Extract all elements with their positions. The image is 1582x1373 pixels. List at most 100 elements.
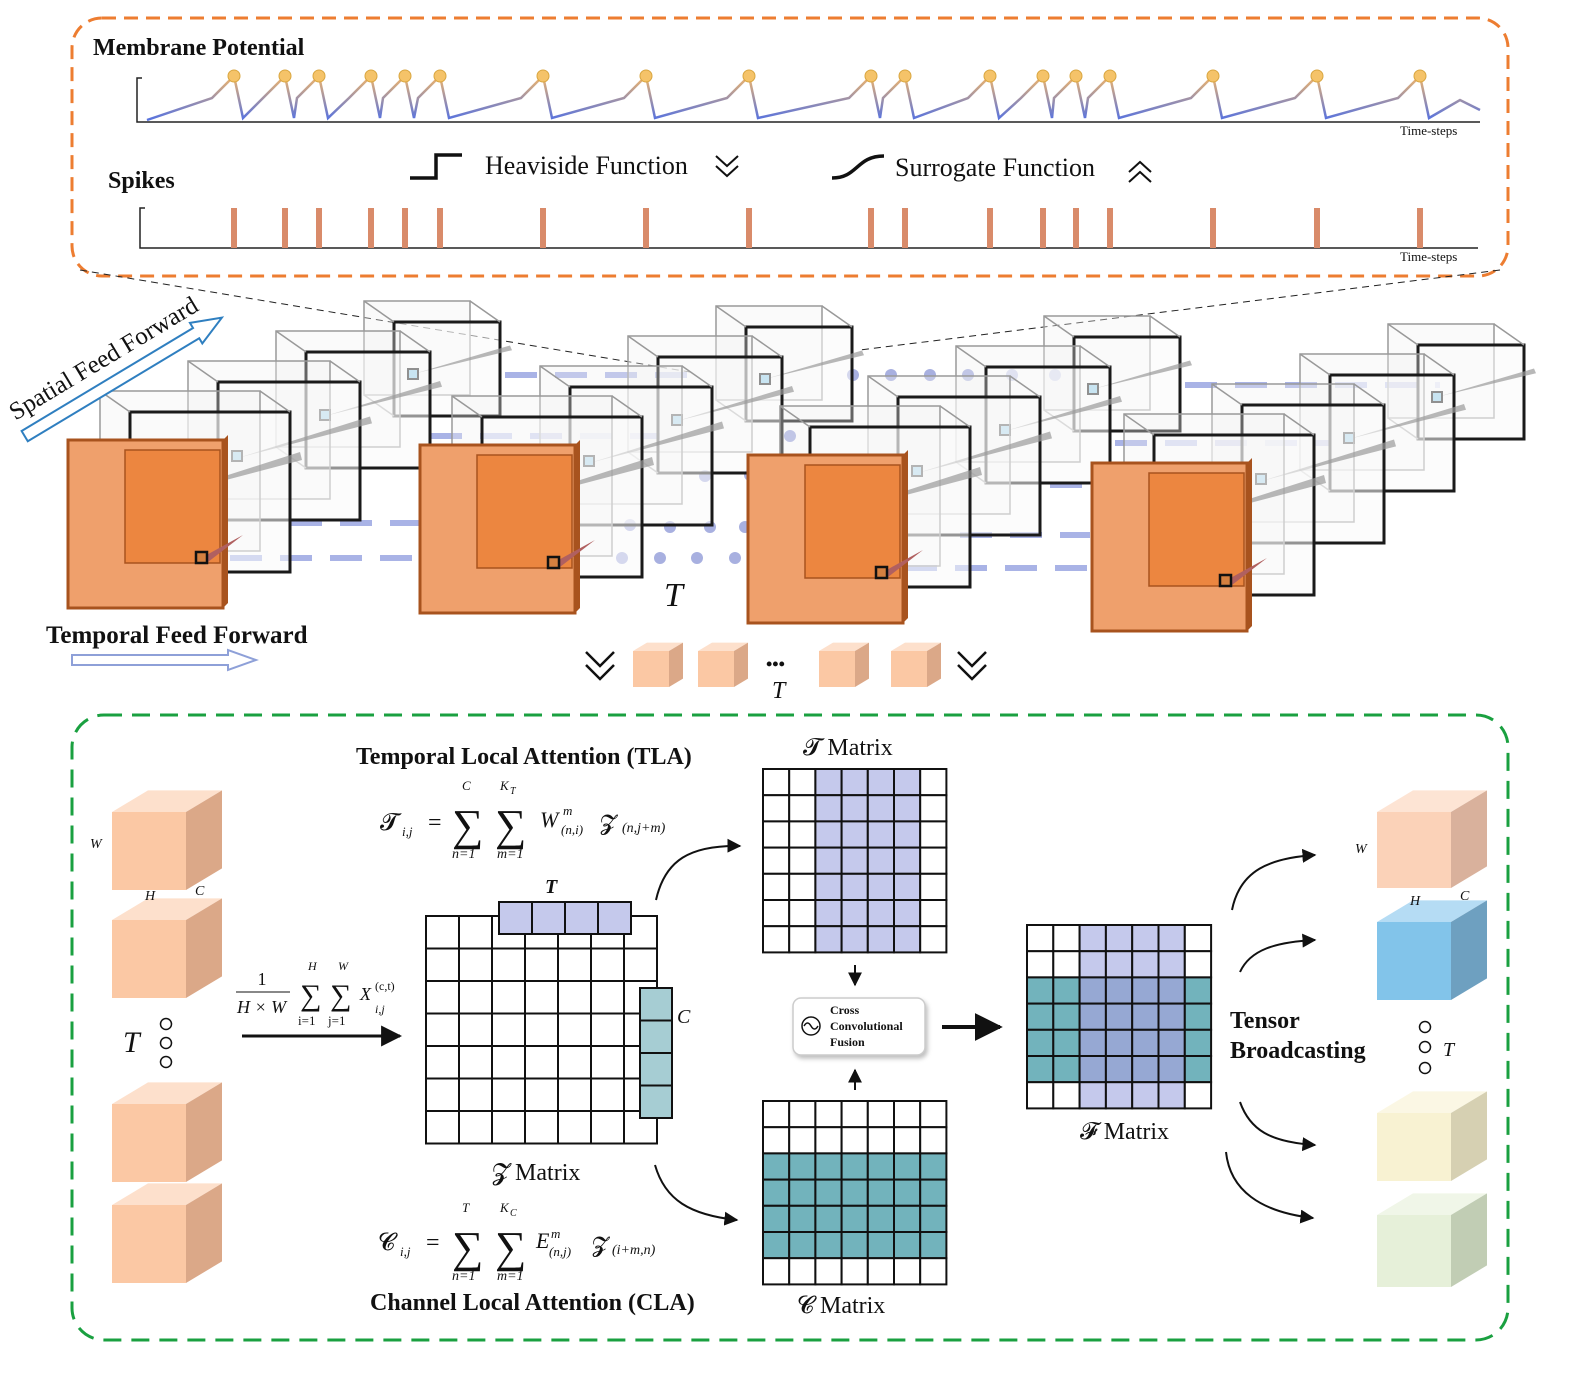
- label: =: [426, 1230, 440, 1256]
- cell: [1026, 1055, 1055, 1084]
- spike: [1073, 208, 1079, 248]
- cell: [814, 1204, 843, 1234]
- cell: [840, 1204, 869, 1234]
- feature-overlap: [476, 454, 573, 569]
- label: Convolutional: [830, 1019, 903, 1033]
- cube-top: [1377, 1091, 1487, 1113]
- label: ∑: [300, 979, 321, 1012]
- cube-front: [891, 651, 927, 687]
- spike-dot: [227, 69, 241, 83]
- label: m=1: [497, 847, 524, 862]
- label: H: [144, 889, 156, 904]
- membrane-trace: [146, 73, 1481, 122]
- cell: [524, 1045, 559, 1080]
- cell: [814, 1100, 843, 1129]
- cell: [893, 1152, 922, 1181]
- cell: [639, 987, 673, 1022]
- cell: [524, 1012, 559, 1047]
- cell: [840, 794, 869, 823]
- cell: [1157, 1028, 1186, 1058]
- receptive-cone: [414, 345, 512, 374]
- cell: [866, 1126, 895, 1155]
- cell: [1104, 1028, 1134, 1058]
- cell: [1157, 1081, 1186, 1110]
- cell: [1078, 1002, 1107, 1031]
- cell: [590, 1110, 625, 1145]
- label: i,j: [402, 824, 413, 839]
- cell: [425, 1110, 460, 1145]
- cell: [893, 1178, 922, 1207]
- cell: [866, 1152, 895, 1181]
- cell: [788, 768, 817, 797]
- temporal-dot: [784, 430, 796, 442]
- label: Temporal Feed Forward: [46, 622, 308, 649]
- cube-side: [669, 642, 683, 687]
- cell: [840, 1152, 869, 1181]
- cell: [1131, 1028, 1160, 1058]
- spike: [282, 208, 288, 248]
- cell: [788, 899, 817, 928]
- cube-front: [1377, 1215, 1451, 1287]
- cell: [814, 820, 843, 849]
- cell: [893, 768, 922, 797]
- label: X: [359, 984, 372, 1004]
- cell: [762, 899, 791, 928]
- cell: [1183, 1081, 1213, 1110]
- fusion-icon: [803, 1022, 819, 1030]
- label: K: [499, 1200, 510, 1215]
- spike-dot: [364, 69, 378, 83]
- ellipsis-dot: [1418, 1040, 1432, 1054]
- spike-dot: [1103, 69, 1117, 83]
- cube-top: [112, 1082, 222, 1104]
- cube-side: [1451, 900, 1487, 1000]
- cell: [919, 872, 948, 901]
- cell: [919, 1100, 948, 1129]
- cell: [557, 980, 592, 1015]
- cell: [814, 872, 843, 901]
- label: C: [462, 778, 471, 793]
- cell: [524, 947, 559, 982]
- cell: [491, 1077, 526, 1112]
- cell: [840, 1231, 869, 1260]
- cube-front: [112, 812, 186, 890]
- label: Time-steps: [1400, 123, 1457, 138]
- cell: [1104, 1081, 1134, 1110]
- attention-panel: [70, 713, 1510, 1342]
- cell: [866, 1204, 895, 1234]
- cell: [866, 820, 895, 849]
- cell: [840, 846, 869, 875]
- cell: [788, 1152, 817, 1181]
- feature-overlap: [804, 464, 901, 579]
- cell: [1026, 1002, 1055, 1031]
- receptive-cone: [1094, 360, 1192, 389]
- label: C: [510, 1208, 517, 1219]
- label: i,j: [375, 1002, 385, 1016]
- label: 𝓩: [592, 1232, 610, 1257]
- cell: [1157, 1002, 1186, 1031]
- cell: [866, 768, 895, 797]
- spike-dot: [278, 69, 292, 83]
- cell: [919, 1126, 948, 1155]
- spike: [746, 208, 752, 248]
- cell: [893, 1204, 922, 1234]
- label: Membrane Potential: [93, 35, 305, 61]
- spike: [540, 208, 546, 248]
- cell: [840, 768, 869, 797]
- cell: [919, 1257, 948, 1286]
- cell: [893, 846, 922, 875]
- cell: [1104, 1055, 1134, 1084]
- cube-top: [112, 790, 222, 812]
- label: 𝓣: [380, 810, 402, 836]
- cell: [1052, 1081, 1081, 1110]
- cell: [458, 1110, 493, 1145]
- cell: [1078, 924, 1107, 953]
- cell: [590, 1045, 625, 1080]
- cell: [840, 925, 869, 954]
- label: 𝓕 Matrix: [1080, 1119, 1169, 1145]
- label: 𝓣 Matrix: [803, 735, 893, 761]
- cell: [639, 1019, 673, 1054]
- cell: [788, 872, 817, 901]
- cell: [425, 1012, 460, 1047]
- temporal-dot: [729, 552, 741, 564]
- cell: [919, 794, 948, 823]
